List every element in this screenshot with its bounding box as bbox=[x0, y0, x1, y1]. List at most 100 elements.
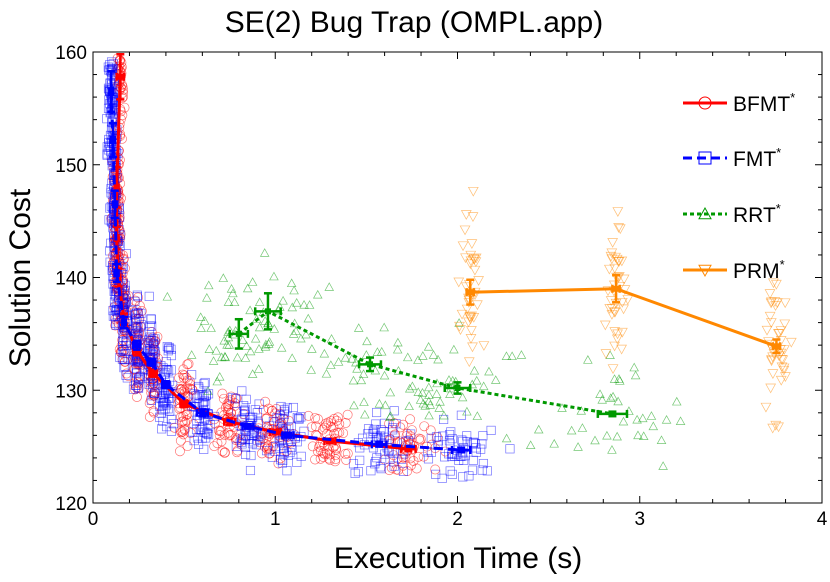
trial-point-rrt bbox=[269, 271, 279, 281]
trial-point-rrt bbox=[661, 414, 672, 424]
trial-point-rrt bbox=[428, 350, 439, 359]
trial-point-prm bbox=[466, 326, 477, 336]
trial-point-bfmt bbox=[419, 421, 430, 432]
trial-point-rrt bbox=[253, 364, 264, 373]
trial-point-rrt bbox=[549, 438, 559, 448]
trial-point-rrt bbox=[218, 273, 229, 282]
trial-point-rrt bbox=[261, 339, 271, 349]
trial-point-bfmt bbox=[307, 441, 318, 452]
trial-point-rrt bbox=[186, 350, 197, 359]
trial-point-fmt bbox=[467, 465, 478, 475]
trial-point-bfmt bbox=[184, 376, 195, 387]
trial-point-rrt bbox=[229, 297, 240, 307]
trial-point-rrt bbox=[630, 370, 641, 380]
trial-point-rrt bbox=[472, 411, 483, 420]
trial-point-fmt bbox=[121, 346, 131, 357]
trial-point-fmt bbox=[375, 462, 385, 472]
trial-point-rrt bbox=[245, 346, 256, 356]
trial-point-rrt bbox=[609, 374, 620, 383]
trial-point-prm bbox=[768, 278, 779, 289]
trial-point-fmt bbox=[505, 444, 515, 454]
y-tick-label: 160 bbox=[55, 43, 87, 64]
trial-point-fmt bbox=[131, 313, 141, 323]
trial-point-fmt bbox=[252, 408, 262, 418]
trial-point-bfmt bbox=[178, 416, 189, 427]
trial-point-fmt bbox=[105, 99, 115, 109]
trial-point-prm bbox=[616, 344, 628, 355]
trial-point-rrt bbox=[608, 391, 618, 401]
legend: BFMT* FMT* RRT* PRM* bbox=[683, 90, 795, 283]
trial-point-fmt bbox=[239, 401, 249, 411]
trial-point-bfmt bbox=[117, 87, 128, 98]
trial-point-bfmt bbox=[322, 448, 333, 459]
trial-point-fmt bbox=[145, 321, 155, 331]
legend-marker-bfmt bbox=[698, 96, 712, 110]
trial-point-prm bbox=[463, 317, 474, 328]
mean-point-bfmt bbox=[181, 400, 188, 407]
trial-point-prm bbox=[455, 325, 466, 336]
trial-point-fmt bbox=[288, 402, 298, 413]
trial-point-rrt bbox=[557, 403, 567, 412]
trial-point-rrt bbox=[379, 322, 389, 332]
trial-point-fmt bbox=[148, 338, 159, 349]
trial-point-rrt bbox=[435, 396, 445, 406]
trial-point-fmt bbox=[247, 430, 257, 440]
trial-point-rrt bbox=[347, 353, 357, 363]
trial-point-bfmt bbox=[217, 388, 228, 399]
trial-point-fmt bbox=[194, 439, 204, 449]
trial-point-fmt bbox=[131, 380, 141, 390]
trial-point-rrt bbox=[196, 323, 206, 332]
mean-point-bfmt bbox=[150, 370, 157, 377]
trial-point-rrt bbox=[288, 329, 299, 338]
trial-point-rrt bbox=[501, 351, 512, 360]
trial-point-bfmt bbox=[332, 412, 343, 423]
trial-point-prm bbox=[453, 277, 465, 288]
trial-point-rrt bbox=[312, 289, 323, 299]
trial-point-rrt bbox=[533, 424, 544, 434]
chart-title: SE(2) Bug Trap (OMPL.app) bbox=[225, 6, 604, 39]
trial-point-rrt bbox=[413, 387, 424, 396]
trial-point-fmt bbox=[109, 75, 119, 85]
trial-point-fmt bbox=[279, 449, 289, 459]
trial-point-fmt bbox=[161, 422, 172, 432]
trial-point-fmt bbox=[376, 464, 386, 474]
trial-point-rrt bbox=[449, 344, 459, 354]
trial-point-bfmt bbox=[260, 396, 271, 407]
trial-point-fmt bbox=[379, 432, 389, 442]
trial-point-prm bbox=[467, 212, 479, 223]
trial-point-prm bbox=[767, 423, 779, 434]
trial-point-bfmt bbox=[405, 414, 416, 425]
trial-point-bfmt bbox=[148, 407, 159, 418]
trial-point-rrt bbox=[237, 335, 248, 344]
trial-point-bfmt bbox=[183, 358, 194, 369]
trial-point-prm bbox=[612, 207, 624, 217]
trial-point-bfmt bbox=[430, 464, 441, 475]
trial-point-fmt bbox=[121, 249, 131, 259]
trial-point-rrt bbox=[222, 339, 232, 349]
y-tick-label: 130 bbox=[55, 381, 87, 402]
mean-point-bfmt bbox=[113, 184, 120, 191]
trial-point-bfmt bbox=[342, 448, 353, 459]
trial-point-fmt bbox=[423, 454, 434, 464]
trial-point-rrt bbox=[208, 356, 219, 365]
trial-point-bfmt bbox=[310, 421, 321, 432]
trial-point-fmt bbox=[372, 407, 382, 418]
trial-point-rrt bbox=[326, 334, 337, 343]
trial-point-prm bbox=[618, 304, 629, 315]
trial-point-prm bbox=[478, 341, 490, 351]
trial-point-fmt bbox=[389, 461, 399, 471]
trial-point-fmt bbox=[132, 292, 142, 302]
trial-point-prm bbox=[764, 289, 776, 299]
legend-marker-prm bbox=[698, 264, 712, 278]
trial-point-fmt bbox=[282, 466, 292, 476]
trial-point-prm bbox=[778, 363, 790, 374]
trial-point-fmt bbox=[201, 390, 211, 400]
trial-point-rrt bbox=[656, 435, 667, 444]
trial-point-rrt bbox=[260, 342, 271, 351]
trial-point-rrt bbox=[232, 352, 243, 362]
trial-point-rrt bbox=[439, 410, 449, 420]
trial-point-prm bbox=[766, 355, 777, 365]
trial-point-fmt bbox=[239, 406, 250, 416]
trial-point-prm bbox=[456, 309, 468, 320]
trial-point-fmt bbox=[459, 455, 469, 465]
